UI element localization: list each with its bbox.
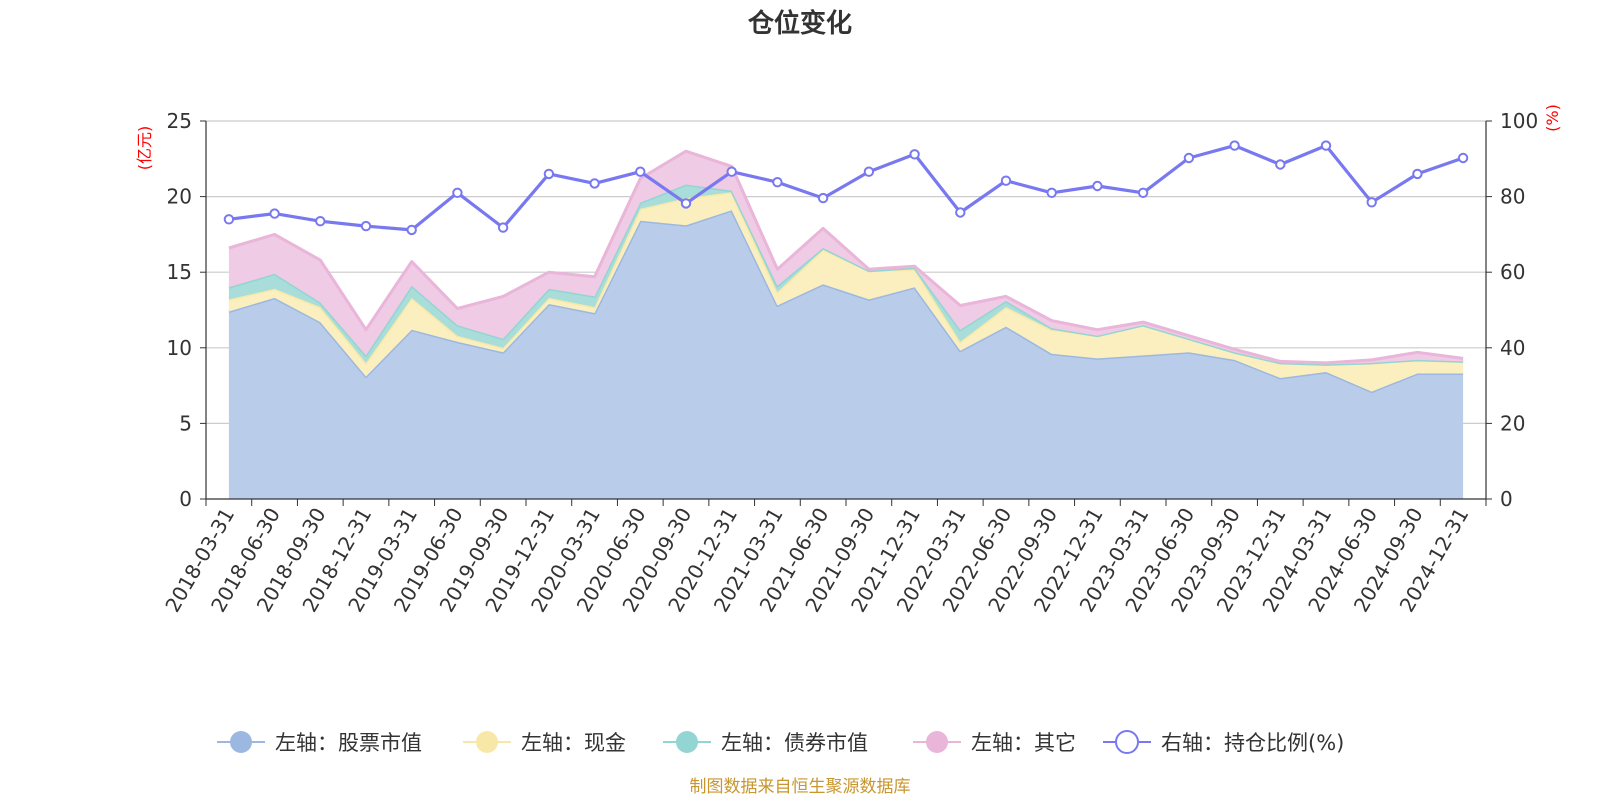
ratio-point bbox=[680, 198, 692, 209]
ratio-point bbox=[955, 207, 966, 218]
ratio-point bbox=[1183, 152, 1195, 164]
ratio-point bbox=[1229, 140, 1240, 151]
legend-marker bbox=[1115, 730, 1139, 754]
right-axis-unit: (%) bbox=[1543, 104, 1562, 132]
axes bbox=[205, 121, 1487, 506]
data-source-note: 制图数据来自恒生聚源数据库 bbox=[690, 777, 911, 797]
gridlines: 0 5 10 15 20 25 0 20 40 60 80 100 bbox=[167, 109, 1539, 511]
ratio-point bbox=[1275, 159, 1286, 170]
ratio-point bbox=[817, 192, 829, 204]
legend-label: 右轴：持仓比例(%) bbox=[1161, 731, 1344, 755]
right-tick-label: 100 bbox=[1500, 109, 1538, 133]
left-tick-label: 10 bbox=[167, 336, 192, 360]
ratio-point bbox=[406, 224, 417, 236]
right-tick-label: 40 bbox=[1500, 336, 1525, 360]
legend-label: 左轴：债券市值 bbox=[721, 731, 868, 755]
ratio-point bbox=[497, 222, 509, 233]
x-axis-ticks: 2018-03-312018-06-302018-09-302018-12-31… bbox=[160, 503, 1473, 616]
ratio-point bbox=[589, 178, 600, 189]
ratio-point bbox=[635, 166, 646, 177]
ratio-point bbox=[1092, 180, 1103, 192]
area-edge-左轴：股票市值 bbox=[228, 208, 1464, 394]
ratio-point bbox=[1137, 187, 1149, 199]
legend-marker bbox=[676, 731, 698, 753]
ratio-point bbox=[269, 208, 280, 219]
ratio-point bbox=[1457, 152, 1469, 164]
right-tick-label: 80 bbox=[1500, 185, 1525, 209]
legend-label: 左轴：其它 bbox=[971, 731, 1076, 755]
ratio-point bbox=[772, 177, 783, 188]
right-tick-label: 60 bbox=[1500, 260, 1525, 284]
ratio-point bbox=[909, 149, 920, 160]
left-tick-label: 0 bbox=[179, 487, 192, 511]
left-axis-unit: (亿元) bbox=[135, 126, 154, 171]
ratio-point bbox=[1000, 175, 1012, 186]
left-tick-label: 20 bbox=[167, 185, 192, 209]
ratio-point bbox=[452, 187, 463, 199]
holding-ratio-line bbox=[223, 140, 1469, 236]
stacked-areas bbox=[228, 149, 1464, 499]
area-左轴：现金 bbox=[228, 192, 1464, 392]
legend: 左轴：股票市值 左轴：现金 左轴：债券市值 左轴：其它 右轴：持仓比例(%) bbox=[217, 730, 1344, 755]
right-tick-label: 20 bbox=[1500, 411, 1525, 435]
legend-marker bbox=[476, 731, 498, 753]
ratio-point bbox=[360, 220, 372, 232]
chart-title: 仓位变化 bbox=[747, 8, 852, 39]
legend-marker bbox=[926, 731, 948, 753]
ratio-point bbox=[1412, 168, 1423, 180]
ratio-point bbox=[1046, 187, 1057, 199]
left-tick-label: 5 bbox=[179, 411, 192, 435]
ratio-point bbox=[315, 216, 326, 227]
ratio-point bbox=[1320, 140, 1332, 151]
area-左轴：股票市值 bbox=[228, 210, 1464, 499]
ratio-point bbox=[863, 166, 875, 177]
legend-marker bbox=[230, 731, 252, 753]
area-edge-左轴：其它 bbox=[228, 149, 1464, 365]
ratio-point bbox=[543, 168, 555, 180]
ratio-point bbox=[223, 214, 235, 225]
left-tick-label: 25 bbox=[167, 109, 192, 133]
ratio-point bbox=[1366, 197, 1377, 208]
right-tick-label: 0 bbox=[1500, 487, 1513, 511]
left-tick-label: 15 bbox=[167, 260, 192, 284]
ratio-point bbox=[726, 166, 737, 177]
area-左轴：其它 bbox=[228, 151, 1464, 365]
ratio-line-path bbox=[228, 144, 1464, 232]
legend-label: 左轴：股票市值 bbox=[275, 731, 422, 755]
legend-label: 左轴：现金 bbox=[521, 731, 626, 755]
